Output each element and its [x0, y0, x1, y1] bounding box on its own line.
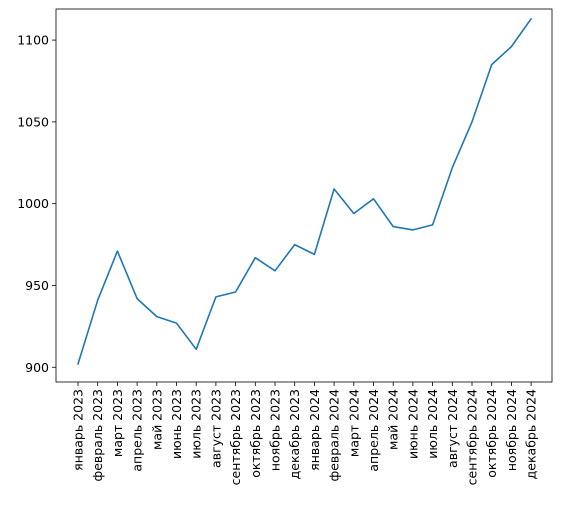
- x-tick-label: апрель 2023: [130, 389, 145, 472]
- x-tick-label: февраль 2024: [327, 389, 342, 482]
- x-tick-label: ноябрь 2024: [504, 389, 519, 471]
- x-tick-label: июль 2024: [425, 389, 440, 459]
- x-tick-label: декабрь 2023: [287, 389, 302, 479]
- y-tick-label: 1050: [17, 114, 49, 129]
- x-tick-label: август 2024: [445, 389, 460, 468]
- plot-area: [56, 9, 552, 382]
- x-tick-label: август 2023: [208, 389, 223, 468]
- x-tick-label: январь 2024: [307, 389, 322, 471]
- x-tick-label: март 2023: [110, 389, 125, 457]
- x-tick-label: октябрь 2023: [248, 389, 263, 478]
- x-tick-label: апрель 2024: [366, 389, 381, 472]
- x-tick-label: июнь 2024: [405, 389, 420, 459]
- x-tick-label: ноябрь 2023: [268, 389, 283, 471]
- x-tick-label: май 2023: [149, 389, 164, 450]
- y-tick-label: 950: [25, 278, 49, 293]
- x-tick-label: октябрь 2024: [484, 389, 499, 478]
- y-tick-label: 1100: [17, 33, 49, 48]
- x-tick-label: декабрь 2024: [524, 389, 539, 479]
- x-tick-label: июль 2023: [189, 389, 204, 459]
- x-tick-label: май 2024: [386, 389, 401, 450]
- x-tick-label: январь 2023: [71, 389, 86, 471]
- x-tick-label: июнь 2023: [169, 389, 184, 459]
- x-tick-label: март 2024: [346, 389, 361, 457]
- x-tick-label: сентябрь 2023: [228, 389, 243, 485]
- data-line: [77, 17, 532, 365]
- y-tick-label: 1000: [17, 196, 49, 211]
- y-axis: 900 950 1000 1050 1100: [17, 33, 56, 375]
- x-tick-label: февраль 2023: [90, 389, 105, 481]
- y-tick-label: 900: [25, 360, 49, 375]
- x-axis: январь 2023 февраль 2023 март 2023 апрель 2…: [71, 382, 539, 485]
- plot-frame: [55, 8, 553, 383]
- x-tick-label: сентябрь 2024: [465, 389, 480, 485]
